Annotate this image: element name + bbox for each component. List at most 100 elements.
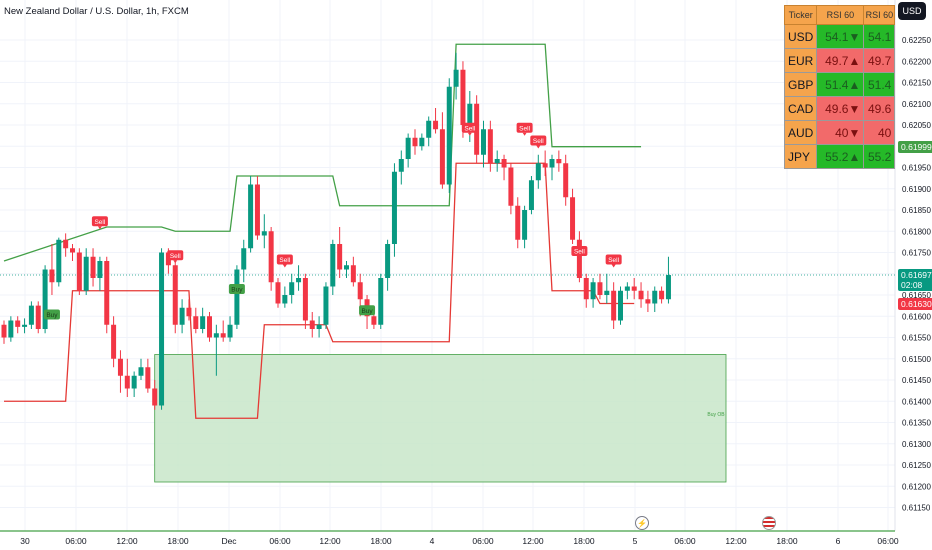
y-tick-label: 0.61800 (902, 227, 931, 236)
rsi-value-2: 55.2 (863, 144, 896, 169)
lightning-icon[interactable]: ⚡ (635, 516, 649, 530)
sell-signal-box (461, 122, 478, 133)
x-tick-label: 12:00 (725, 536, 747, 546)
sell-signal-pointer (536, 145, 541, 149)
candle-body (385, 244, 391, 278)
green-level-line (3, 43, 642, 262)
buy-signal: Buy (359, 305, 376, 316)
x-tick-label: 18:00 (370, 536, 392, 546)
candle-body (419, 137, 425, 147)
candle-body (316, 324, 322, 329)
candle-body (261, 231, 267, 236)
candle-body (111, 324, 117, 359)
sell-signal-pointer (467, 132, 472, 136)
candle-body (665, 275, 671, 300)
candle-body (597, 282, 603, 295)
us-flag-icon[interactable] (762, 516, 776, 530)
sell-signal-label: Sell (464, 125, 475, 132)
current-price-label: 0.61697 02:08 (898, 269, 932, 292)
candle-body (528, 180, 534, 210)
candle-body (275, 282, 281, 304)
rsi-row: AUD 40▼ 40 (783, 120, 896, 145)
candle-body (124, 375, 130, 389)
candle-body (28, 305, 34, 325)
sell-signal-label: Sell (279, 257, 290, 264)
sell-signal-label: Sell (574, 249, 585, 256)
y-tick-label: 0.61150 (902, 504, 931, 513)
sell-signal-label: Sell (94, 219, 105, 226)
candle-body (542, 163, 548, 168)
candle-body (323, 286, 329, 325)
candle-body (309, 320, 315, 329)
sell-signal-pointer (577, 256, 582, 259)
countdown-value: 02:08 (901, 280, 923, 291)
rsi-value-2: 49.7 (863, 48, 896, 73)
sell-signal: Sell (167, 250, 184, 264)
candle-body (652, 290, 658, 304)
candle-body (515, 205, 521, 240)
candle-body (296, 278, 302, 283)
y-tick-label: 0.61650 (902, 291, 931, 300)
sell-signal-pointer (522, 132, 527, 136)
rsi-value: 51.4▲ (816, 72, 865, 97)
sell-signal: Sell (461, 122, 478, 136)
candle-body (22, 324, 28, 327)
buy-signal: Buy (228, 284, 245, 294)
candle-body (152, 388, 158, 406)
x-tick-label: 4 (430, 536, 435, 546)
rsi-value: 49.6▼ (816, 96, 865, 121)
candle-body (63, 239, 69, 249)
rsi-value: 54.1▼ (816, 24, 865, 49)
x-tick-label: 06:00 (65, 536, 87, 546)
currency-button[interactable]: USD (898, 2, 926, 20)
rsi-value: 49.7▲ (816, 48, 865, 73)
candle-body (241, 248, 247, 270)
current-price-value: 0.61697 (901, 270, 932, 281)
candle-body (405, 137, 411, 159)
candle-body (76, 252, 82, 291)
rsi-row: GBP 51.4▲ 51.4 (783, 72, 896, 97)
x-tick-label: 6 (836, 536, 841, 546)
candle-body (446, 86, 452, 185)
y-tick-label: 0.62100 (902, 100, 931, 109)
sell-signal-pointer (611, 264, 616, 268)
candle-body (618, 290, 623, 321)
candle-body (391, 171, 397, 244)
sell-signal-box (605, 254, 622, 265)
y-tick-label: 0.61500 (902, 355, 931, 364)
sell-signal-box (530, 135, 547, 146)
y-tick-label: 0.62200 (902, 57, 931, 66)
candle-body (330, 244, 336, 287)
y-tick-label: 0.61450 (902, 376, 931, 385)
candle-body (159, 252, 165, 406)
candle-body (378, 278, 384, 325)
rsi-value-2: 40 (863, 120, 896, 145)
candle-body (645, 299, 651, 304)
x-tick-label: 12:00 (319, 536, 341, 546)
candle-body (590, 282, 596, 300)
candle-body (83, 256, 89, 291)
buy-signal-box (43, 309, 60, 320)
sell-signal-label: Sell (519, 125, 530, 132)
candle-body (268, 231, 274, 283)
candle-body (1, 324, 7, 338)
rsi-value: 55.2▲ (816, 144, 865, 169)
candle-body (131, 375, 137, 389)
candle-body (659, 290, 665, 300)
candle-body (563, 163, 569, 198)
rsi-value-2: 49.6 (863, 96, 896, 121)
candle-body (15, 320, 21, 327)
candle-body (117, 358, 123, 376)
x-tick-label: 18:00 (573, 536, 595, 546)
rsi-ticker: JPY (783, 144, 818, 169)
buy-signal-box (359, 305, 376, 316)
candle-body (556, 159, 562, 164)
candle-body (624, 286, 630, 291)
candle-body (248, 184, 254, 249)
rsi-value: 40▼ (816, 120, 865, 145)
x-tick-label: 5 (633, 536, 638, 546)
sell-signal-box (571, 246, 588, 256)
chart-title: New Zealand Dollar / U.S. Dollar, 1h, FX… (4, 6, 189, 17)
